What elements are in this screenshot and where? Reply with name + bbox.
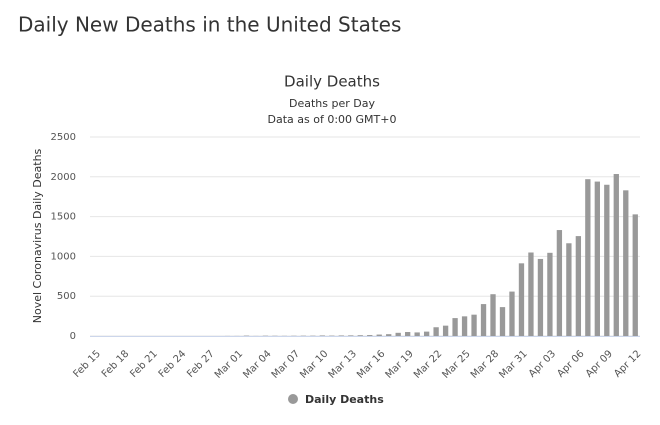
bar xyxy=(575,236,582,336)
bar xyxy=(613,174,619,336)
y-tick-label: 2500 xyxy=(51,132,76,143)
x-tick-label: Mar 16 xyxy=(355,348,387,380)
bar xyxy=(471,314,477,336)
bar xyxy=(537,258,544,336)
y-tick-label: 0 xyxy=(70,331,76,342)
bar xyxy=(585,179,591,336)
y-tick-label: 1000 xyxy=(51,251,76,262)
chart-title: Daily Deaths xyxy=(284,73,380,91)
bar xyxy=(556,230,563,336)
bar xyxy=(594,181,600,336)
x-tick-label: Feb 15 xyxy=(71,348,103,380)
y-tick-label: 1500 xyxy=(51,212,76,223)
x-tick-label: Apr 03 xyxy=(527,348,558,379)
bar xyxy=(414,332,420,336)
x-tick-label: Mar 22 xyxy=(412,348,444,380)
bar xyxy=(509,291,515,336)
bar xyxy=(357,335,363,336)
bar xyxy=(338,335,344,336)
bar xyxy=(528,252,534,336)
x-tick-label: Mar 28 xyxy=(469,348,501,380)
bar xyxy=(423,331,430,336)
x-tick-label: Mar 13 xyxy=(327,348,359,380)
bar xyxy=(566,243,572,336)
x-tick-label: Mar 10 xyxy=(298,348,330,380)
x-tick-label: Feb 18 xyxy=(100,348,132,380)
x-tick-label: Mar 31 xyxy=(497,348,529,380)
y-tick-label: 500 xyxy=(57,291,76,302)
x-tick-label: Apr 12 xyxy=(612,348,643,379)
bar xyxy=(623,190,629,336)
page-title: Daily New Deaths in the United States xyxy=(18,13,401,37)
bar xyxy=(480,304,487,336)
bar xyxy=(461,316,468,336)
x-tick-label: Mar 19 xyxy=(384,348,416,380)
bar xyxy=(547,252,553,336)
chart-subtitle: Deaths per Day xyxy=(289,97,375,110)
bar xyxy=(499,307,506,336)
bar xyxy=(452,318,458,336)
y-axis-label: Novel Coronavirus Daily Deaths xyxy=(31,148,44,323)
bar xyxy=(348,335,354,336)
bar xyxy=(442,325,449,336)
legend-marker xyxy=(288,394,298,404)
bar xyxy=(632,214,638,336)
bar xyxy=(319,335,325,336)
bar xyxy=(367,335,373,336)
x-tick-label: Apr 06 xyxy=(555,348,586,379)
x-tick-label: Feb 24 xyxy=(157,348,189,380)
bar xyxy=(395,332,401,336)
bar xyxy=(376,334,382,336)
x-tick-label: Mar 01 xyxy=(213,348,245,380)
bar xyxy=(405,332,411,336)
x-tick-label: Apr 09 xyxy=(584,348,615,379)
bar xyxy=(518,263,525,336)
x-tick-label: Mar 25 xyxy=(440,348,472,380)
x-tick-label: Feb 27 xyxy=(185,348,217,380)
y-tick-label: 2000 xyxy=(51,172,76,183)
x-tick-label: Feb 21 xyxy=(128,348,160,380)
bar xyxy=(604,184,610,336)
x-tick-label: Mar 04 xyxy=(241,348,273,380)
x-tick-label: Mar 07 xyxy=(270,348,302,380)
bar xyxy=(490,294,496,336)
legend-label: Daily Deaths xyxy=(305,393,384,406)
bar xyxy=(386,334,392,336)
chart-subtitle: Data as of 0:00 GMT+0 xyxy=(268,113,397,126)
bar xyxy=(433,327,439,336)
